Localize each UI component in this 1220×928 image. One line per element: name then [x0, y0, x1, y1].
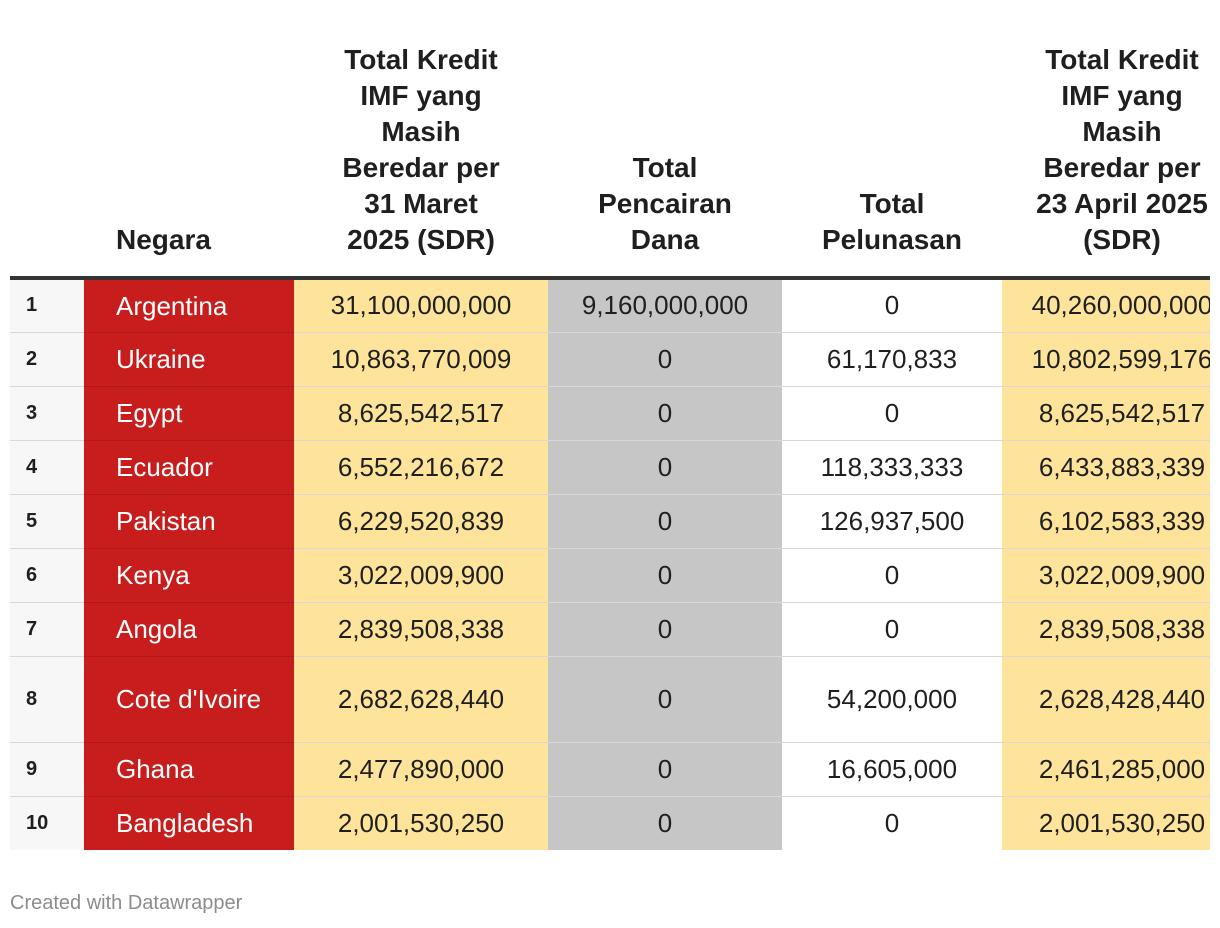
country-cell: Cote d'Ivoire: [84, 656, 294, 743]
credit-march-cell: 31,100,000,000: [294, 278, 548, 333]
table-row: 10 Bangladesh 2,001,530,250 0 0 2,001,530,250: [10, 796, 1210, 850]
header-repayment: Total Pelunasan: [782, 0, 1002, 280]
repayment-cell: 16,605,000: [782, 742, 1002, 797]
repayment-cell: 54,200,000: [782, 656, 1002, 743]
disbursement-cell: 9,160,000,000: [548, 278, 782, 333]
country-name: Ghana: [116, 754, 195, 784]
rank-cell: 2: [10, 332, 84, 387]
credit-march-cell: 10,863,770,009: [294, 332, 548, 387]
country-cell: Argentina: [84, 278, 294, 333]
table-row: 6 Kenya 3,022,009,900 0 0 3,022,009,900: [10, 548, 1210, 603]
header-credit-april-label: Total Kredit IMF yang Masih Beredar per …: [1036, 44, 1208, 255]
rank-cell: 4: [10, 440, 84, 495]
country-name: Cote d'Ivoire: [116, 684, 262, 714]
table-row: 9 Ghana 2,477,890,000 0 16,605,000 2,461,285,…: [10, 742, 1210, 797]
credit-march-cell: 2,001,530,250: [294, 796, 548, 850]
disbursement-cell: 0: [548, 386, 782, 441]
disbursement-cell: 0: [548, 602, 782, 657]
header-repayment-label: Total Pelunasan: [821, 188, 963, 255]
table-row: 8 Cote d'Ivoire 2,682,628,440 0 54,200,000 2,…: [10, 656, 1210, 743]
country-name: Angola: [116, 614, 197, 644]
country-cell: Ukraine: [84, 332, 294, 387]
credit-april-cell: 6,102,583,339: [1002, 494, 1210, 549]
disbursement-cell: 0: [548, 796, 782, 850]
country-name: Pakistan: [116, 506, 216, 536]
disbursement-cell: 0: [548, 494, 782, 549]
country-name: Kenya: [116, 560, 190, 590]
credit-april-cell: 3,022,009,900: [1002, 548, 1210, 603]
imf-credit-table: Negara Total Kredit IMF yang Masih Bered…: [10, 0, 1210, 850]
rank-cell: 1: [10, 278, 84, 333]
rank-cell: 6: [10, 548, 84, 603]
table-row: 7 Angola 2,839,508,338 0 0 2,839,508,338: [10, 602, 1210, 657]
credit-march-cell: 3,022,009,900: [294, 548, 548, 603]
credit-april-cell: 10,802,599,176: [1002, 332, 1210, 387]
table-row: 5 Pakistan 6,229,520,839 0 126,937,500 6,102,…: [10, 494, 1210, 549]
header-disbursement: Total Pencairan Dana: [548, 0, 782, 280]
table-body: 1 Argentina 31,100,000,000 9,160,000,000 0 40…: [10, 278, 1210, 850]
credit-april-cell: 2,461,285,000: [1002, 742, 1210, 797]
rank-cell: 5: [10, 494, 84, 549]
header-rank: [10, 0, 84, 280]
rank-cell: 8: [10, 656, 84, 743]
header-credit-march-label: Total Kredit IMF yang Masih Beredar per …: [342, 44, 500, 255]
repayment-cell: 126,937,500: [782, 494, 1002, 549]
rank-cell: 10: [10, 796, 84, 850]
credit-april-cell: 2,839,508,338: [1002, 602, 1210, 657]
country-name: Ecuador: [116, 452, 213, 482]
credit-march-cell: 6,229,520,839: [294, 494, 548, 549]
repayment-cell: 0: [782, 386, 1002, 441]
table-row: 4 Ecuador 6,552,216,672 0 118,333,333 6,433,8…: [10, 440, 1210, 495]
disbursement-cell: 0: [548, 742, 782, 797]
repayment-cell: 0: [782, 278, 1002, 333]
country-cell: Kenya: [84, 548, 294, 603]
credit-march-cell: 2,839,508,338: [294, 602, 548, 657]
country-cell: Ghana: [84, 742, 294, 797]
disbursement-cell: 0: [548, 440, 782, 495]
country-name: Ukraine: [116, 344, 206, 374]
disbursement-cell: 0: [548, 548, 782, 603]
country-name: Argentina: [116, 290, 228, 321]
country-name: Bangladesh: [116, 808, 254, 839]
credit-march-cell: 6,552,216,672: [294, 440, 548, 495]
disbursement-cell: 0: [548, 656, 782, 743]
rank-cell: 7: [10, 602, 84, 657]
credit-march-cell: 2,477,890,000: [294, 742, 548, 797]
rank-cell: 3: [10, 386, 84, 441]
country-cell: Bangladesh: [84, 796, 294, 850]
header-disbursement-label: Total Pencairan Dana: [598, 152, 732, 255]
rank-cell: 9: [10, 742, 84, 797]
credit-april-cell: 2,628,428,440: [1002, 656, 1210, 743]
credit-march-cell: 2,682,628,440: [294, 656, 548, 743]
credit-april-cell: 8,625,542,517: [1002, 386, 1210, 441]
repayment-cell: 118,333,333: [782, 440, 1002, 495]
credit-april-cell: 40,260,000,000: [1002, 278, 1210, 333]
country-name: Egypt: [116, 398, 183, 428]
repayment-cell: 0: [782, 796, 1002, 850]
country-cell: Ecuador: [84, 440, 294, 495]
table-row: 2 Ukraine 10,863,770,009 0 61,170,833 10,802,…: [10, 332, 1210, 387]
header-credit-april: Total Kredit IMF yang Masih Beredar per …: [1002, 0, 1210, 280]
table-row: 3 Egypt 8,625,542,517 0 0 8,625,542,517: [10, 386, 1210, 441]
datawrapper-credit: Created with Datawrapper: [10, 892, 243, 914]
header-credit-march: Total Kredit IMF yang Masih Beredar per …: [294, 0, 548, 280]
credit-april-cell: 6,433,883,339: [1002, 440, 1210, 495]
credit-april-cell: 2,001,530,250: [1002, 796, 1210, 850]
repayment-cell: 61,170,833: [782, 332, 1002, 387]
country-cell: Egypt: [84, 386, 294, 441]
disbursement-cell: 0: [548, 332, 782, 387]
repayment-cell: 0: [782, 602, 1002, 657]
table-header-row: Negara Total Kredit IMF yang Masih Bered…: [10, 0, 1210, 280]
country-cell: Angola: [84, 602, 294, 657]
credit-march-cell: 8,625,542,517: [294, 386, 548, 441]
country-cell: Pakistan: [84, 494, 294, 549]
table-row: 1 Argentina 31,100,000,000 9,160,000,000 0 40…: [10, 278, 1210, 333]
repayment-cell: 0: [782, 548, 1002, 603]
header-country: Negara: [84, 0, 294, 280]
imf-credit-table-container: Negara Total Kredit IMF yang Masih Bered…: [10, 0, 1210, 850]
